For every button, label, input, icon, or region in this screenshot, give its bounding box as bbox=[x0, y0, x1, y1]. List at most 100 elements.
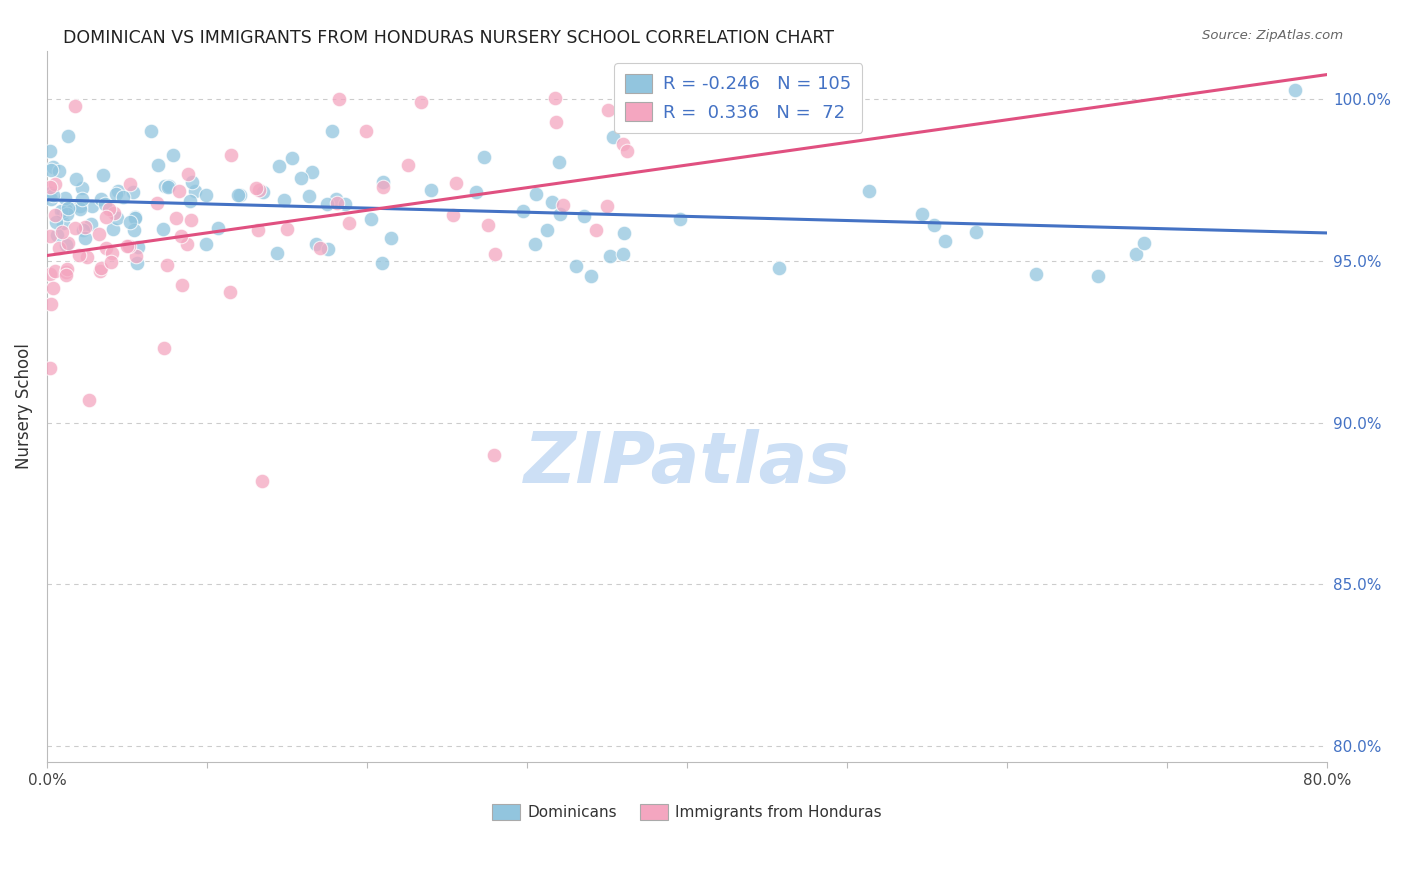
Point bbox=[89, 264, 111, 278]
Point bbox=[226, 187, 249, 202]
Point bbox=[176, 236, 198, 251]
Point bbox=[153, 341, 176, 355]
Point bbox=[444, 176, 467, 190]
Point bbox=[548, 154, 571, 169]
Point bbox=[1125, 247, 1147, 261]
Point bbox=[420, 183, 443, 197]
Point bbox=[354, 124, 377, 138]
Point bbox=[51, 203, 73, 218]
Point bbox=[55, 202, 77, 217]
Point bbox=[290, 170, 312, 185]
Point bbox=[1133, 235, 1156, 250]
Point bbox=[333, 197, 356, 211]
Point bbox=[96, 241, 118, 255]
Point bbox=[768, 260, 790, 275]
Point bbox=[613, 227, 636, 241]
Point bbox=[170, 229, 193, 244]
Point bbox=[73, 220, 96, 235]
Point bbox=[250, 474, 273, 488]
Point bbox=[565, 259, 588, 273]
Point bbox=[42, 281, 65, 295]
Point bbox=[316, 242, 339, 256]
Point bbox=[599, 249, 621, 263]
Point bbox=[80, 199, 103, 213]
Point bbox=[360, 211, 382, 226]
Point bbox=[1284, 82, 1306, 96]
Point bbox=[55, 206, 77, 220]
Point bbox=[305, 237, 328, 252]
Point bbox=[52, 216, 75, 230]
Text: DOMINICAN VS IMMIGRANTS FROM HONDURAS NURSERY SCHOOL CORRELATION CHART: DOMINICAN VS IMMIGRANTS FROM HONDURAS NU… bbox=[63, 29, 834, 46]
Point bbox=[53, 191, 76, 205]
Point bbox=[69, 202, 91, 216]
Point bbox=[337, 216, 360, 230]
Point bbox=[551, 198, 574, 212]
Point bbox=[247, 223, 270, 237]
Point bbox=[965, 225, 987, 239]
Point bbox=[100, 255, 122, 269]
Point bbox=[380, 231, 402, 245]
Point bbox=[585, 222, 607, 236]
Point bbox=[207, 220, 229, 235]
Point bbox=[48, 241, 70, 255]
Point bbox=[371, 180, 394, 194]
Point bbox=[162, 148, 184, 162]
Point bbox=[616, 144, 638, 158]
Point bbox=[328, 92, 350, 106]
Point bbox=[118, 177, 141, 191]
Point bbox=[572, 209, 595, 223]
Point bbox=[41, 163, 63, 178]
Point bbox=[59, 201, 82, 215]
Point bbox=[100, 246, 122, 260]
Point bbox=[165, 211, 187, 225]
Point bbox=[44, 177, 66, 191]
Point bbox=[125, 256, 148, 270]
Point bbox=[125, 249, 148, 263]
Point bbox=[118, 215, 141, 229]
Point bbox=[111, 190, 134, 204]
Point bbox=[167, 184, 190, 198]
Point bbox=[524, 237, 547, 252]
Point bbox=[541, 194, 564, 209]
Point bbox=[55, 237, 77, 252]
Point bbox=[39, 179, 62, 194]
Point bbox=[524, 187, 547, 202]
Point bbox=[52, 206, 75, 220]
Point bbox=[65, 171, 87, 186]
Point bbox=[180, 175, 202, 189]
Point bbox=[70, 181, 93, 195]
Point bbox=[543, 91, 565, 105]
Point bbox=[127, 240, 149, 254]
Point bbox=[146, 195, 169, 210]
Point bbox=[179, 194, 201, 209]
Point bbox=[63, 221, 86, 235]
Point bbox=[273, 193, 295, 207]
Point bbox=[276, 222, 298, 236]
Point bbox=[484, 247, 506, 261]
Point bbox=[45, 227, 67, 242]
Point bbox=[911, 207, 934, 221]
Point bbox=[325, 192, 347, 206]
Point bbox=[124, 223, 146, 237]
Point bbox=[321, 124, 343, 138]
Legend: Dominicans, Immigrants from Honduras: Dominicans, Immigrants from Honduras bbox=[486, 797, 889, 826]
Point bbox=[669, 211, 692, 226]
Point bbox=[596, 103, 619, 118]
Point bbox=[90, 192, 112, 206]
Point bbox=[441, 208, 464, 222]
Point bbox=[544, 115, 567, 129]
Point bbox=[177, 167, 200, 181]
Point bbox=[41, 192, 63, 206]
Point bbox=[90, 261, 112, 276]
Point bbox=[194, 187, 217, 202]
Point bbox=[266, 246, 288, 260]
Point bbox=[602, 129, 624, 144]
Point bbox=[58, 236, 80, 251]
Point bbox=[94, 197, 117, 211]
Point bbox=[39, 144, 62, 158]
Point bbox=[326, 196, 349, 211]
Point bbox=[55, 265, 77, 279]
Point bbox=[858, 184, 880, 198]
Point bbox=[39, 186, 62, 201]
Point bbox=[146, 158, 169, 172]
